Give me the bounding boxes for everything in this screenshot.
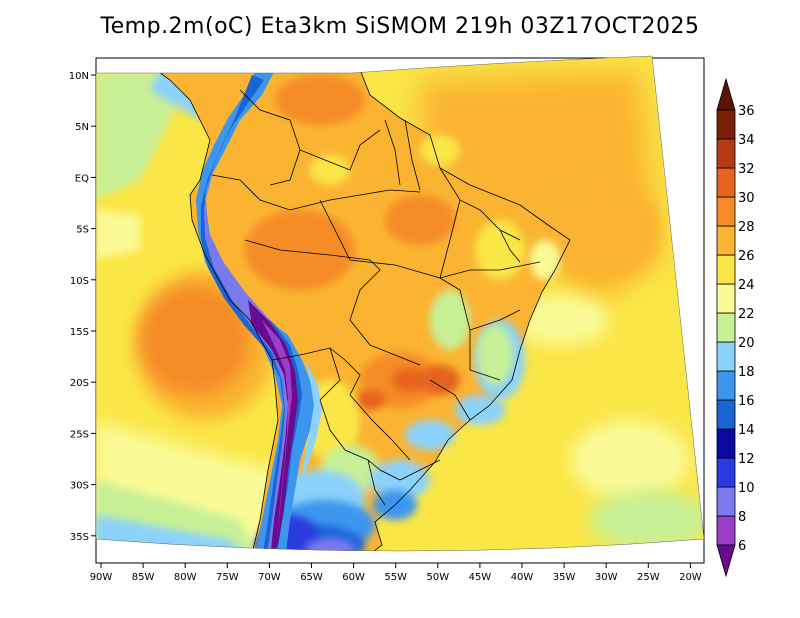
domain-outline	[95, 55, 705, 552]
colorbar-segment	[716, 457, 736, 488]
lat-tick-label: 5N	[75, 122, 89, 133]
latitude-axis: 10N 5N EQ 5S 10S 15S 20S 25S 30S 35S	[69, 71, 96, 543]
colorbar-segment	[716, 167, 736, 198]
colorbar-label: 36	[738, 104, 755, 119]
colorbar-segment	[716, 341, 736, 372]
colorbar-segment	[716, 225, 736, 256]
lat-tick-label: 25S	[70, 429, 89, 440]
longitude-axis: 90W 85W 80W 75W 70W 65W 60W 55W 50W 45W 40W 35W 30W 2…	[90, 563, 702, 583]
country-borders	[137, 56, 571, 551]
colorbar-segment	[716, 109, 736, 140]
colorbar-segment	[716, 428, 736, 459]
colorbar-segment	[716, 370, 736, 401]
colorbar: 6 8 10 12 14 16 18 20 22 24 26 28 30 32 34 36	[716, 77, 755, 578]
lon-tick-label: 80W	[174, 572, 197, 583]
lon-tick-label: 35W	[553, 572, 576, 583]
colorbar-label: 34	[738, 133, 755, 148]
lat-tick-label: EQ	[75, 173, 89, 184]
colorbar-arrow-low	[716, 544, 736, 578]
lon-tick-label: 20W	[679, 572, 702, 583]
lat-tick-label: 10N	[69, 71, 89, 82]
colorbar-label: 24	[738, 278, 755, 293]
colorbar-label: 32	[738, 162, 755, 177]
colorbar-segment	[716, 312, 736, 343]
colorbar-segment	[716, 399, 736, 430]
colorbar-label: 30	[738, 191, 755, 206]
colorbar-arrow-high	[716, 77, 736, 111]
colorbar-segment	[716, 138, 736, 169]
colorbar-segment	[716, 196, 736, 227]
lon-tick-label: 50W	[426, 572, 449, 583]
lon-tick-label: 40W	[511, 572, 534, 583]
lon-tick-label: 75W	[216, 572, 239, 583]
lat-tick-label: 30S	[70, 481, 89, 492]
map-title: Temp.2m(oC) Eta3km SiSMOM 219h 03Z17OCT2…	[100, 14, 700, 39]
colorbar-label: 8	[738, 510, 746, 525]
colorbar-segment	[716, 283, 736, 314]
colorbar-label: 20	[738, 336, 755, 351]
lat-tick-label: 20S	[70, 378, 89, 389]
lat-tick-label: 10S	[70, 276, 89, 287]
colorbar-segment	[716, 254, 736, 285]
lon-tick-label: 85W	[132, 572, 155, 583]
colorbar-label: 22	[738, 307, 755, 322]
colorbar-segment	[716, 486, 736, 517]
lon-tick-label: 70W	[258, 572, 281, 583]
lat-tick-label: 5S	[76, 225, 89, 236]
temperature-field	[96, 56, 704, 551]
lon-tick-label: 60W	[342, 572, 365, 583]
colorbar-label: 10	[738, 481, 755, 496]
lat-tick-label: 15S	[70, 327, 89, 338]
colorbar-label: 14	[738, 423, 755, 438]
lon-tick-label: 55W	[384, 572, 407, 583]
lon-tick-label: 45W	[469, 572, 492, 583]
colorbar-label: 28	[738, 220, 755, 235]
colorbar-segment	[716, 515, 736, 546]
colorbar-label: 6	[738, 539, 746, 554]
colorbar-label: 12	[738, 452, 755, 467]
lon-tick-label: 90W	[90, 572, 113, 583]
lon-tick-label: 65W	[300, 572, 323, 583]
lon-tick-label: 30W	[595, 572, 618, 583]
colorbar-label: 16	[738, 394, 755, 409]
lat-tick-label: 35S	[70, 532, 89, 543]
colorbar-label: 18	[738, 365, 755, 380]
colorbar-label: 26	[738, 249, 755, 264]
lon-tick-label: 25W	[637, 572, 660, 583]
